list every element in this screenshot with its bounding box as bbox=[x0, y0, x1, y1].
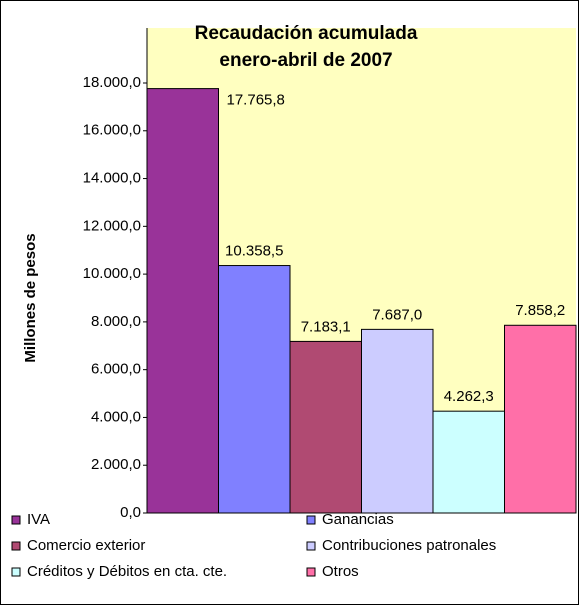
y-tick-label: 6.000,0 bbox=[91, 361, 141, 378]
y-tick-label: 18.000,0 bbox=[83, 74, 141, 91]
legend-swatch bbox=[11, 541, 21, 551]
y-tick-label: 0,0 bbox=[120, 504, 141, 521]
y-axis-title: Millones de pesos bbox=[22, 233, 39, 362]
data-label: 4.262,3 bbox=[444, 388, 494, 405]
bar bbox=[146, 88, 219, 514]
chart-title: enero-abril de 2007 bbox=[219, 50, 392, 71]
legend-label: Ganancias bbox=[322, 511, 394, 528]
legend-label: Otros bbox=[322, 563, 359, 580]
data-label: 10.358,5 bbox=[225, 243, 283, 260]
legend-label: IVA bbox=[27, 511, 50, 528]
y-tick-label: 16.000,0 bbox=[83, 122, 141, 139]
legend-swatch bbox=[306, 541, 316, 551]
bar bbox=[504, 324, 577, 514]
y-tick-label: 8.000,0 bbox=[91, 313, 141, 330]
chart-title: Recaudación acumulada bbox=[195, 23, 418, 44]
y-tick-label: 12.000,0 bbox=[83, 217, 141, 234]
y-tick-label: 14.000,0 bbox=[83, 170, 141, 187]
legend-label: Créditos y Débitos en cta. cte. bbox=[27, 563, 227, 580]
legend-swatch bbox=[11, 567, 21, 577]
data-label: 7.858,2 bbox=[515, 302, 565, 319]
legend-label: Contribuciones patronales bbox=[322, 537, 496, 554]
bar bbox=[432, 410, 505, 514]
data-label: 17.765,8 bbox=[227, 92, 285, 109]
legend-swatch bbox=[306, 567, 316, 577]
y-tick-label: 2.000,0 bbox=[91, 456, 141, 473]
y-tick-label: 4.000,0 bbox=[91, 408, 141, 425]
bar bbox=[361, 328, 434, 514]
bar bbox=[218, 265, 291, 514]
data-label: 7.183,1 bbox=[301, 318, 351, 335]
data-label: 7.687,0 bbox=[372, 306, 422, 323]
legend-swatch bbox=[11, 515, 21, 525]
bar bbox=[289, 340, 362, 514]
legend-swatch bbox=[306, 515, 316, 525]
legend-label: Comercio exterior bbox=[27, 537, 145, 554]
y-tick-label: 10.000,0 bbox=[83, 265, 141, 282]
